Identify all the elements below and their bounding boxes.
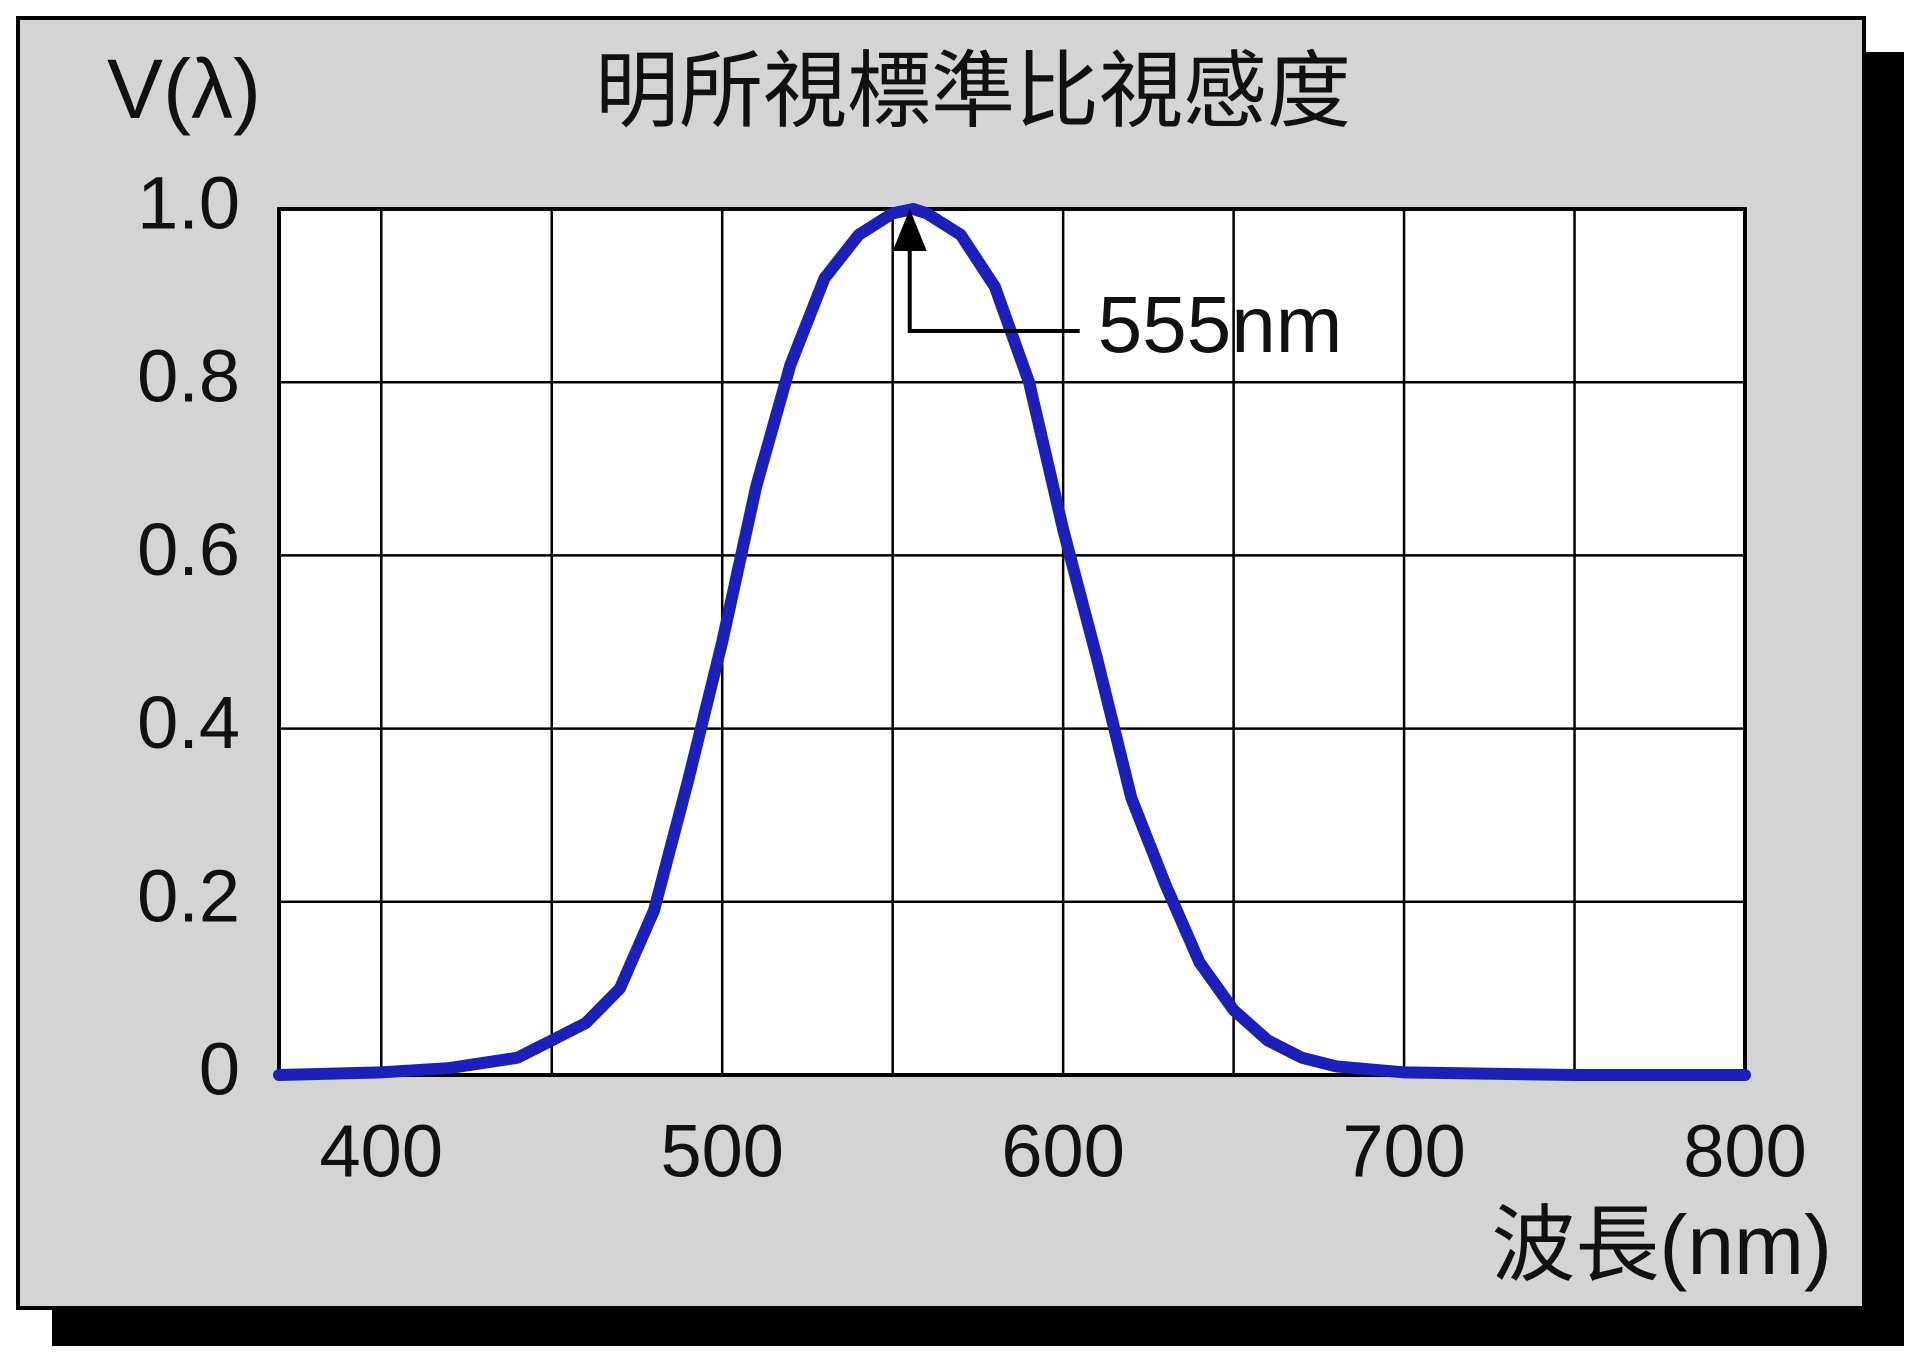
x-tick-label: 800 [1683, 1110, 1806, 1193]
chart-title: 明所視標準比視感度 [595, 44, 1351, 138]
x-tick-label: 700 [1342, 1110, 1465, 1193]
y-axis-label: V(λ) [107, 42, 261, 136]
series-line [273, 203, 1751, 1081]
x-tick-label: 500 [660, 1110, 783, 1193]
y-tick-label: 0 [199, 1028, 240, 1111]
x-tick-label: 600 [1001, 1110, 1124, 1193]
y-tick-label: 0.6 [137, 508, 240, 591]
annotation-label: 555nm [1098, 280, 1343, 369]
plot-area [279, 209, 1745, 1075]
annotation-leader [907, 249, 1080, 333]
y-tick-label: 0.4 [137, 681, 240, 764]
plot-border [277, 207, 1747, 1077]
x-tick-label: 400 [320, 1110, 443, 1193]
x-axis-label: 波長(nm) [1491, 1198, 1832, 1292]
annotation-arrow [892, 209, 927, 251]
y-tick-label: 1.0 [137, 162, 240, 245]
y-tick-label: 0.2 [137, 854, 240, 937]
y-tick-label: 0.8 [137, 335, 240, 418]
